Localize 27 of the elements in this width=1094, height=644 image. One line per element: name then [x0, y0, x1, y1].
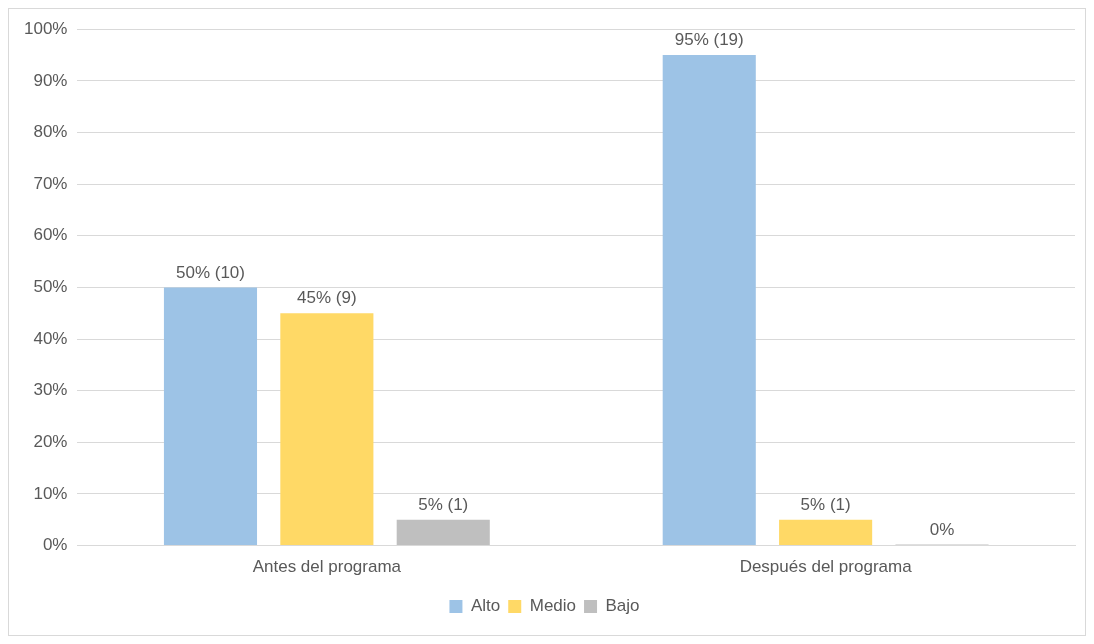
- bar: [396, 519, 490, 546]
- y-tick-label: 10%: [33, 483, 68, 503]
- y-tick-label: 40%: [33, 328, 68, 348]
- legend-label: Bajo: [605, 596, 640, 616]
- legend-label: Alto: [470, 596, 501, 616]
- data-label: 0%: [929, 519, 955, 539]
- y-tick-label: 50%: [33, 277, 68, 297]
- bar: [280, 313, 374, 546]
- bar: [662, 55, 756, 546]
- y-tick-label: 60%: [33, 225, 68, 245]
- y-tick-label: 70%: [33, 173, 68, 193]
- data-label: 5% (1): [800, 494, 851, 514]
- legend-label: Medio: [529, 596, 577, 616]
- bar: [163, 287, 258, 546]
- data-label: 5% (1): [418, 494, 469, 514]
- data-label: 95% (19): [674, 30, 744, 50]
- x-tick-label: Después del programa: [739, 557, 913, 577]
- y-tick-label: 80%: [33, 122, 68, 142]
- data-label: 45% (9): [297, 288, 357, 308]
- y-tick-label: 100%: [24, 18, 68, 38]
- y-tick-label: 0%: [42, 535, 68, 555]
- x-tick-label: Antes del programa: [252, 557, 402, 577]
- y-tick-label: 20%: [33, 432, 68, 452]
- bar: [779, 519, 873, 546]
- data-label: 50% (10): [175, 262, 245, 282]
- y-tick-label: 30%: [33, 380, 68, 400]
- y-tick-label: 90%: [33, 70, 68, 90]
